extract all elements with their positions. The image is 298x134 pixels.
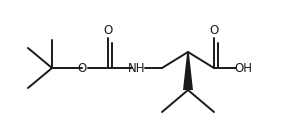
- Text: O: O: [77, 62, 87, 75]
- Polygon shape: [183, 52, 193, 90]
- Text: O: O: [209, 25, 219, 38]
- Text: O: O: [103, 25, 113, 38]
- Text: OH: OH: [234, 62, 252, 75]
- Text: NH: NH: [128, 62, 146, 75]
